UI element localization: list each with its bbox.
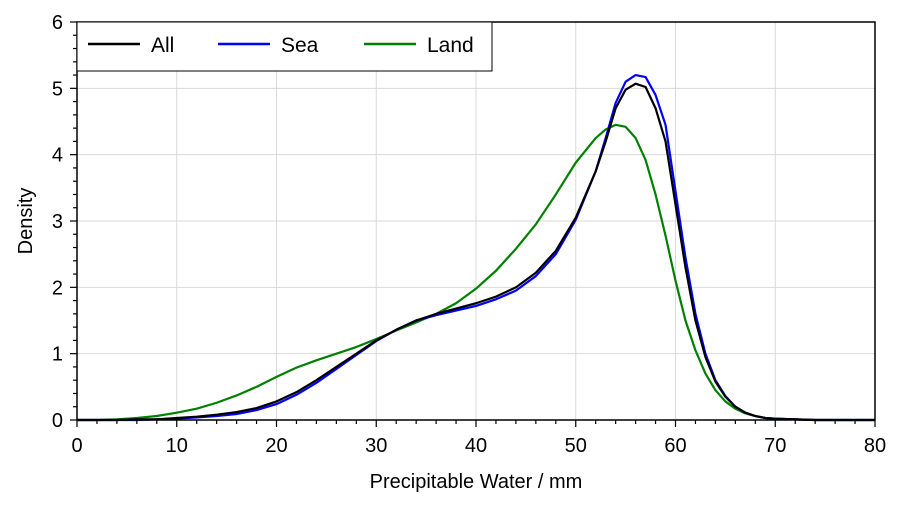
x-axis-label: Precipitable Water / mm bbox=[370, 471, 583, 493]
series-lines bbox=[77, 73, 875, 422]
legend-label-all: All bbox=[151, 34, 174, 57]
y-tick-label: 0 bbox=[52, 410, 63, 432]
axis-ticks bbox=[70, 21, 876, 427]
series-line-all bbox=[77, 82, 875, 422]
tick-labels: 0 10 20 30 40 50 60 70 80 0 1 2 3 4 5 6 bbox=[52, 12, 886, 457]
y-axis-label: Density bbox=[15, 188, 37, 255]
x-tick-label: 20 bbox=[265, 435, 287, 457]
y-tick-label: 4 bbox=[52, 145, 63, 167]
x-tick-label: 60 bbox=[664, 435, 686, 457]
legend: All Sea Land bbox=[76, 21, 493, 72]
y-tick-label: 6 bbox=[52, 12, 63, 34]
y-tick-label: 5 bbox=[52, 78, 63, 100]
x-tick-label: 50 bbox=[565, 435, 587, 457]
y-tick-label: 2 bbox=[52, 277, 63, 299]
x-tick-label: 80 bbox=[864, 435, 886, 457]
x-tick-label: 40 bbox=[465, 435, 487, 457]
legend-label-land: Land bbox=[427, 34, 474, 57]
y-tick-label: 1 bbox=[52, 344, 63, 366]
grid bbox=[76, 21, 876, 421]
x-tick-label: 70 bbox=[764, 435, 786, 457]
x-tick-label: 30 bbox=[365, 435, 387, 457]
x-tick-label: 10 bbox=[166, 435, 188, 457]
y-tick-label: 3 bbox=[52, 211, 63, 233]
legend-box bbox=[76, 21, 493, 72]
x-tick-label: 0 bbox=[71, 435, 82, 457]
legend-label-sea: Sea bbox=[281, 34, 319, 57]
